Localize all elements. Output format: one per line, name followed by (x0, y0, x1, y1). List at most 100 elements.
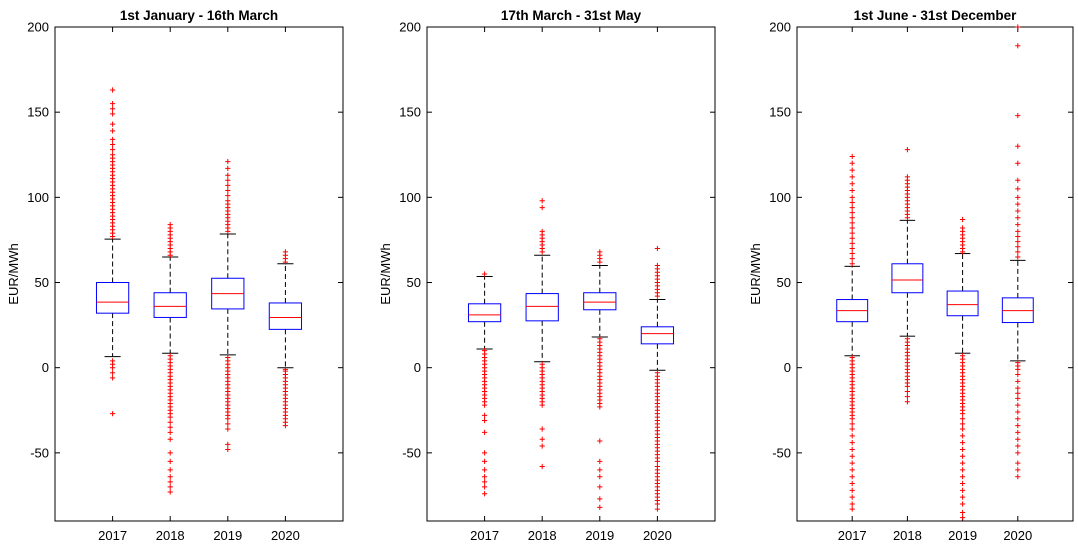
box-2019 (583, 249, 617, 510)
x-tick-label: 2017 (470, 528, 499, 543)
outlier-point (539, 198, 545, 204)
outlier-point (539, 426, 545, 432)
box-2018 (525, 198, 559, 470)
outlier-point (539, 443, 545, 449)
outlier-point (597, 467, 603, 473)
outlier-point (1015, 436, 1021, 442)
outlier-point (960, 514, 966, 521)
x-tick-label: 2017 (98, 528, 127, 543)
outlier-point (960, 433, 966, 439)
outlier-point (1015, 112, 1021, 119)
outlier-point (597, 504, 603, 510)
outlier-point (110, 147, 116, 153)
outlier-point (849, 460, 855, 466)
outlier-point (167, 429, 173, 436)
x-tick-label: 2017 (838, 528, 867, 543)
outlier-point (960, 416, 966, 422)
outlier-point (849, 187, 855, 194)
outlier-point (597, 259, 603, 265)
y-tick-label: 200 (769, 20, 791, 35)
outlier-point (1015, 460, 1021, 466)
outlier-point (482, 429, 488, 436)
outlier-point (110, 111, 116, 117)
outlier-point (849, 250, 855, 257)
outlier-point (1015, 194, 1021, 200)
outlier-point (849, 215, 855, 221)
box-iqr (525, 293, 559, 322)
outlier-point (110, 233, 116, 240)
box-2018 (153, 222, 187, 495)
chart-panel-2: 17th March - 31st May EUR/MWh -50 0 50 100 150… (378, 8, 716, 543)
outlier-point (849, 194, 855, 200)
outlier-point (110, 365, 116, 371)
y-tick-label: -50 (772, 445, 791, 460)
box-iqr (946, 290, 979, 317)
outlier-point (849, 480, 855, 487)
box-iqr (640, 326, 675, 345)
box-iqr (153, 292, 187, 318)
outlier-point (110, 136, 116, 143)
outlier-point (849, 167, 855, 173)
outlier-point (1015, 239, 1021, 245)
outlier-point (225, 426, 231, 432)
outlier-point (1015, 254, 1021, 260)
outlier-point (539, 463, 545, 470)
y-tick-label: 100 (27, 190, 49, 205)
outlier-point (849, 474, 855, 480)
outlier-point (110, 128, 116, 134)
outlier-point (1015, 390, 1021, 396)
outlier-point (1015, 409, 1021, 415)
outlier-point (849, 501, 855, 507)
y-tick-label: 100 (769, 190, 791, 205)
outlier-point (225, 182, 231, 189)
outlier-point (225, 446, 231, 453)
outlier-point (225, 177, 231, 183)
outlier-point (1015, 450, 1021, 456)
outlier-point (904, 394, 910, 400)
outlier-point (849, 446, 855, 453)
outlier-point (960, 509, 966, 516)
outlier-point (482, 467, 488, 473)
outlier-point (539, 436, 545, 442)
outlier-point (110, 106, 116, 112)
outlier-point (482, 412, 488, 418)
outlier-point (849, 153, 855, 160)
box-iqr (891, 263, 924, 294)
outlier-point (225, 193, 231, 199)
x-tick-label: 2018 (893, 528, 922, 543)
outlier-point (904, 399, 910, 405)
outlier-point (110, 411, 116, 417)
outlier-point (904, 383, 910, 390)
outlier-point (849, 160, 855, 166)
outlier-point (654, 506, 660, 512)
outlier-point (482, 271, 488, 277)
outlier-point (849, 181, 855, 187)
outlier-point (110, 121, 116, 127)
box-2020 (640, 245, 675, 512)
outlier-point (482, 491, 488, 497)
outlier-point (1015, 416, 1021, 422)
outlier-point (849, 426, 855, 432)
plot-frame (796, 26, 1074, 522)
outlier-point (960, 453, 966, 459)
y-tick-label: 50 (777, 275, 791, 290)
outlier-point (1015, 43, 1021, 49)
y-tick-label: 50 (407, 275, 421, 290)
chart-panel-3: 1st June - 31st December EUR/MWh -50 0 50 100… (748, 8, 1074, 543)
y-tick-label: 150 (399, 105, 421, 120)
y-tick-label: 200 (27, 20, 49, 35)
outlier-point (849, 453, 855, 459)
outlier-point (849, 494, 855, 500)
box-iqr (95, 282, 130, 314)
outlier-point (1015, 249, 1021, 255)
outlier-point (849, 204, 855, 211)
outlier-point (654, 293, 660, 299)
outlier-point (960, 440, 966, 446)
outlier-point (225, 187, 231, 194)
outlier-point (960, 421, 966, 427)
y-tick-label: -50 (402, 445, 421, 460)
box-2019 (946, 216, 979, 521)
y-tick-label: 150 (769, 105, 791, 120)
outlier-point (1015, 443, 1021, 449)
outlier-point (110, 370, 116, 376)
